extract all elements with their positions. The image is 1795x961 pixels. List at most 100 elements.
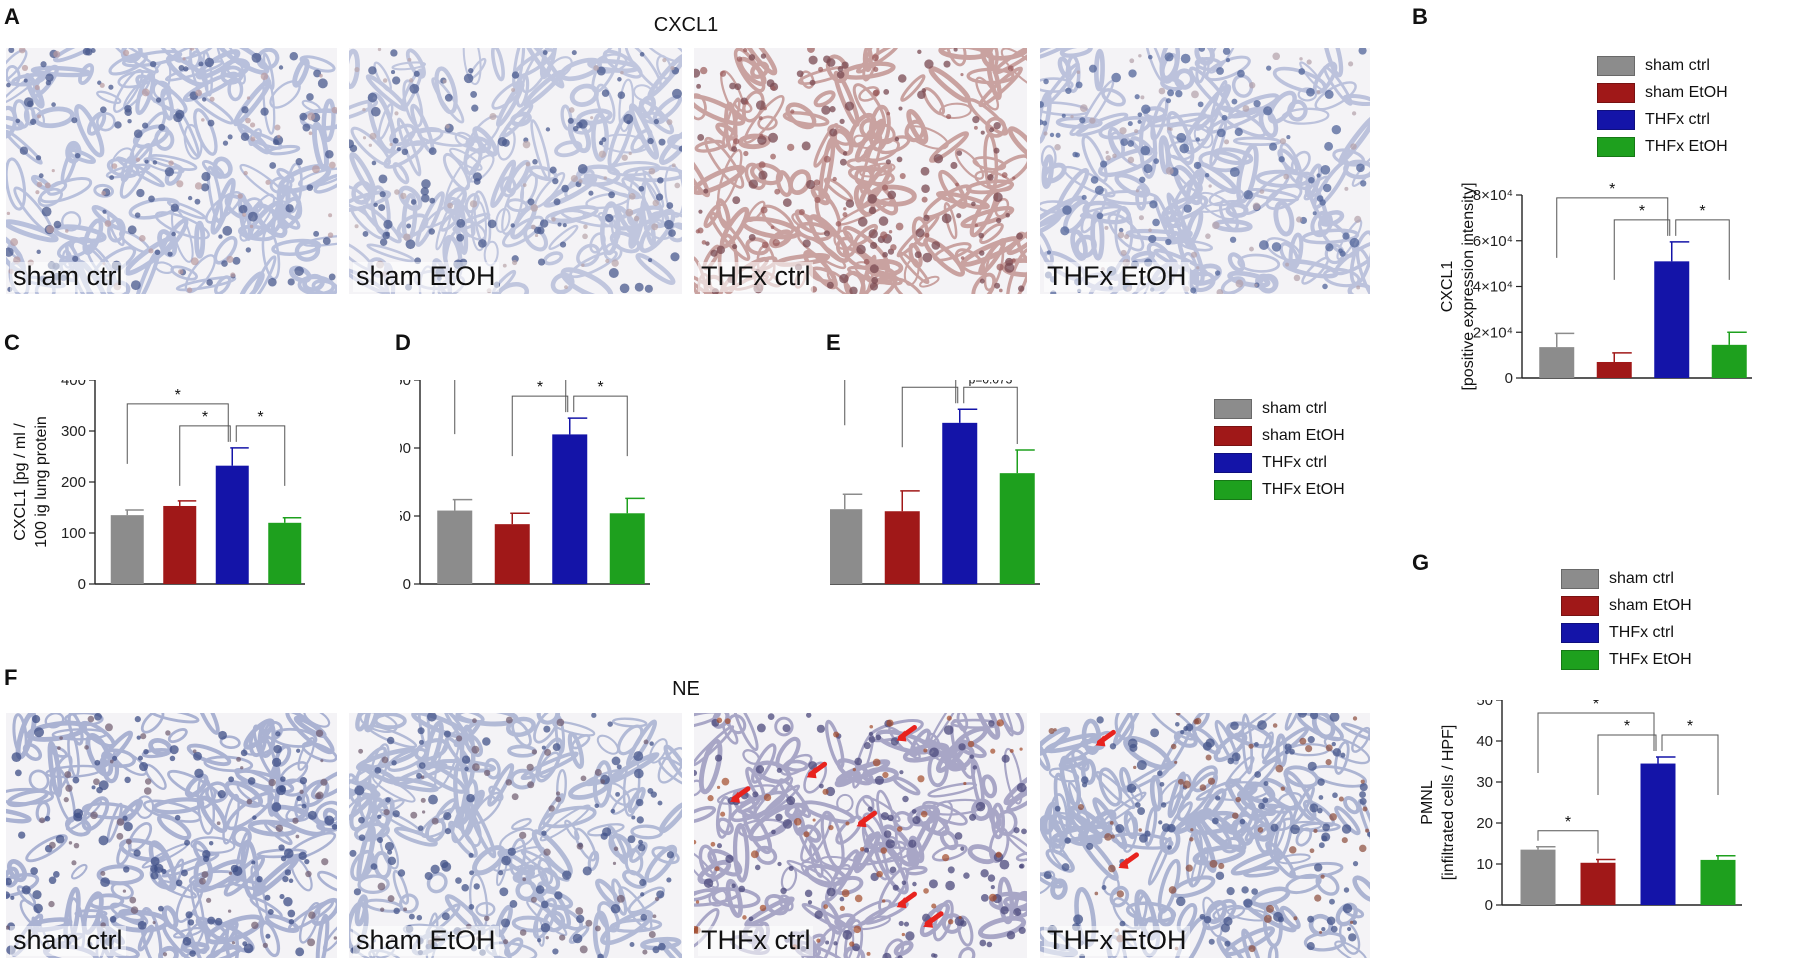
- stain-spot: [1285, 262, 1290, 267]
- tissue-strand: [137, 924, 155, 952]
- tissue-strand: [971, 272, 997, 294]
- stain-spot: [407, 57, 412, 62]
- stain-spot: [921, 196, 928, 203]
- legend-item: sham ctrl: [1561, 565, 1692, 592]
- tissue-strand: [180, 921, 205, 958]
- cell-nucleus: [29, 118, 37, 125]
- cell-nucleus: [325, 149, 334, 159]
- cell-nucleus: [868, 735, 876, 743]
- stain-spot: [522, 183, 527, 187]
- cell-nucleus: [1358, 48, 1367, 55]
- cell-nucleus: [1222, 48, 1231, 55]
- cell-nucleus: [463, 73, 474, 84]
- tissue-strand: [630, 128, 653, 153]
- cell-nucleus: [158, 123, 166, 131]
- stain-spot: [242, 212, 247, 217]
- cell-nucleus: [1153, 158, 1160, 164]
- cell-nucleus: [1298, 68, 1306, 75]
- stain-spot: [1120, 249, 1127, 256]
- tissue-strand: [818, 137, 836, 201]
- stain-spot: [420, 797, 426, 803]
- cell-nucleus: [878, 216, 889, 226]
- cell-nucleus: [1013, 827, 1020, 834]
- tissue-strand: [182, 71, 239, 103]
- red-arrow-icon: [923, 911, 944, 928]
- stain-spot: [716, 785, 721, 789]
- stain-spot: [863, 258, 870, 265]
- stain-spot: [853, 925, 862, 934]
- cell-nucleus: [963, 872, 970, 879]
- tissue-strand: [354, 894, 369, 927]
- stain-spot: [382, 78, 388, 83]
- stain-spot: [1119, 127, 1127, 135]
- cell-nucleus: [1263, 106, 1273, 116]
- cell-nucleus: [1229, 236, 1237, 243]
- stain-spot: [1127, 156, 1135, 164]
- cell-nucleus: [194, 198, 201, 205]
- stain-spot: [1354, 215, 1362, 223]
- cell-nucleus: [418, 739, 424, 745]
- red-arrow-icon: [856, 810, 877, 828]
- cell-nucleus: [102, 209, 107, 214]
- cell-nucleus: [1193, 161, 1202, 170]
- cell-nucleus: [755, 765, 765, 774]
- tissue-strand: [1114, 173, 1151, 198]
- cell-nucleus: [986, 941, 993, 948]
- cell-nucleus: [1317, 778, 1325, 786]
- stain-spot: [305, 870, 312, 878]
- cell-nucleus: [615, 791, 621, 797]
- tissue-strand: [1157, 906, 1176, 927]
- stain-spot: [1359, 844, 1367, 853]
- tissue-strand: [1279, 242, 1300, 267]
- stain-spot: [249, 122, 256, 128]
- tissue-strand: [709, 211, 751, 261]
- tissue-strand: [247, 819, 297, 837]
- stain-spot: [87, 715, 95, 723]
- tissue-strand: [800, 70, 815, 89]
- cell-nucleus: [871, 276, 879, 284]
- cell-nucleus: [608, 267, 619, 278]
- cell-nucleus: [1088, 64, 1097, 73]
- tissue-strand: [1343, 796, 1361, 815]
- stain-spot: [671, 163, 676, 168]
- tissue-strand: [1130, 136, 1154, 156]
- cell-nucleus: [217, 790, 226, 799]
- cell-nucleus: [629, 942, 635, 947]
- cell-nucleus: [782, 724, 791, 733]
- tissue-strand: [1194, 56, 1223, 72]
- stain-spot: [307, 938, 316, 947]
- stain-spot: [101, 190, 106, 196]
- chart-d-cxcl1-bal-protein: 050100150CXCL1[pg / ml BAL protein]***: [400, 380, 650, 593]
- tissue-strand: [600, 201, 621, 256]
- stain-spot: [489, 112, 497, 120]
- micrograph-label: sham ctrl: [10, 262, 126, 292]
- tissue-strand: [452, 212, 491, 232]
- stain-spot: [292, 817, 299, 824]
- stain-spot: [122, 49, 130, 57]
- legend-label: THFx EtOH: [1262, 480, 1345, 498]
- cell-nucleus: [1179, 143, 1190, 154]
- tissue-strand: [149, 713, 200, 724]
- tissue-strand: [190, 836, 236, 854]
- tissue-strand: [532, 897, 558, 940]
- stain-spot: [1352, 716, 1358, 721]
- cell-nucleus: [1126, 783, 1137, 793]
- cell-nucleus: [1203, 915, 1212, 924]
- tissue-strand: [46, 180, 68, 196]
- cell-nucleus: [222, 140, 229, 146]
- cell-nucleus: [279, 894, 285, 900]
- stain-spot: [880, 231, 888, 239]
- cell-nucleus: [908, 839, 917, 848]
- tissue-strand: [96, 864, 145, 886]
- tissue-strand: [219, 735, 241, 749]
- stain-spot: [963, 781, 967, 786]
- cell-nucleus: [857, 217, 868, 227]
- tissue-strand: [143, 156, 185, 174]
- cell-nucleus: [897, 955, 903, 958]
- cell-nucleus: [956, 213, 962, 219]
- stain-spot: [654, 896, 660, 902]
- cell-nucleus: [1258, 802, 1265, 810]
- cell-nucleus: [1149, 200, 1158, 209]
- cell-nucleus: [299, 112, 308, 121]
- cell-nucleus: [1079, 117, 1086, 124]
